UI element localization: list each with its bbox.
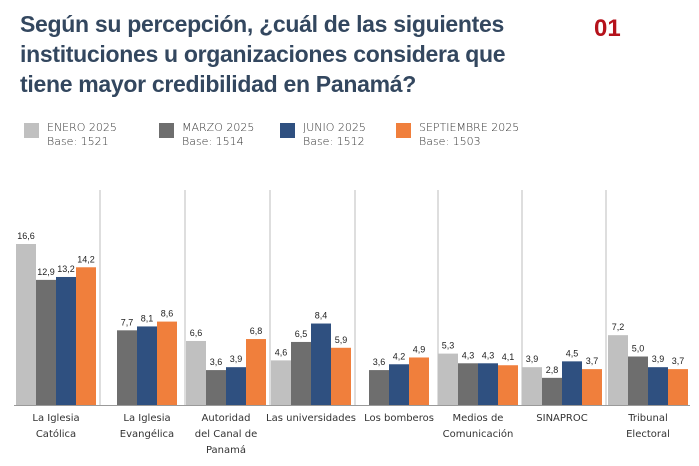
bar — [76, 267, 96, 405]
bar — [648, 367, 668, 405]
category-label: del Canal de — [195, 429, 258, 440]
bar — [186, 340, 206, 405]
bar — [56, 276, 76, 405]
bar-value-label: 6,5 — [295, 329, 308, 339]
bar-value-label: 7,7 — [121, 317, 134, 327]
category-label: Las universidades — [266, 413, 356, 424]
bar-value-label: 13,2 — [57, 264, 75, 274]
legend-base: Base: 1521 — [47, 135, 109, 148]
legend-swatch — [24, 123, 39, 138]
legend-swatch — [396, 123, 411, 138]
category-label: Panamá — [206, 444, 246, 456]
category-label: Católica — [36, 428, 76, 440]
bar-value-label: 3,7 — [672, 356, 685, 366]
category-label: Medios de — [453, 413, 504, 424]
bar-value-label: 16,6 — [17, 231, 35, 241]
bar-value-label: 6,8 — [250, 326, 263, 336]
bar — [438, 353, 458, 405]
legend-item-marzo: MARZO 2025 Base: 1514 — [159, 121, 254, 149]
bar — [542, 377, 562, 405]
category-label: Comunicación — [443, 428, 514, 440]
bar — [608, 335, 628, 405]
bar-value-label: 5,3 — [442, 341, 455, 351]
bar — [562, 361, 582, 405]
bar-value-label: 3,7 — [586, 356, 599, 366]
bar-value-label: 3,6 — [210, 357, 223, 367]
bar-value-label: 3,9 — [652, 354, 665, 364]
legend-label: JUNIO 2025 — [303, 121, 366, 134]
bar — [291, 341, 311, 405]
bar-value-label: 12,9 — [37, 267, 55, 277]
chart-number: 01 — [594, 15, 621, 42]
bar-value-label: 4,2 — [393, 351, 406, 361]
bar-value-label: 14,2 — [77, 254, 95, 264]
bar — [16, 244, 36, 405]
bar-value-label: 5,9 — [335, 335, 348, 345]
bar — [271, 360, 291, 405]
bar — [157, 321, 177, 405]
bar — [409, 357, 429, 405]
legend-base: Base: 1512 — [303, 135, 365, 148]
category-label: Electoral — [626, 429, 670, 440]
bar-value-label: 4,3 — [482, 350, 495, 360]
category-label: Tribunal — [627, 413, 667, 424]
legend-swatch — [280, 123, 295, 138]
category-label: Los bomberos — [364, 413, 434, 424]
bar — [246, 339, 266, 405]
bar — [137, 326, 157, 405]
bar — [206, 370, 226, 405]
category-label: La Iglesia — [32, 413, 79, 424]
bar — [582, 369, 602, 405]
category-label: SINAPROC — [536, 413, 587, 424]
bar-value-label: 4,5 — [566, 348, 579, 358]
chart-title: Según su percepción, ¿cuál de las siguie… — [20, 11, 506, 97]
legend-label: ENERO 2025 — [47, 121, 117, 134]
bar-value-label: 8,6 — [161, 309, 174, 319]
bar-value-label: 7,2 — [612, 322, 625, 332]
bar — [522, 367, 542, 405]
bar — [478, 363, 498, 405]
bar-value-label: 3,6 — [373, 357, 386, 367]
legend-swatch — [159, 123, 174, 138]
bar-value-label: 8,1 — [141, 313, 154, 323]
bar-value-label: 8,4 — [315, 311, 328, 321]
bar-value-label: 2,8 — [546, 365, 559, 375]
bar — [311, 323, 331, 405]
bar-value-label: 4,6 — [275, 347, 288, 357]
legend-label: SEPTIEMBRE 2025 — [419, 121, 520, 134]
legend-base: Base: 1514 — [182, 135, 244, 148]
bar — [498, 365, 518, 405]
bar-value-label: 4,9 — [413, 344, 426, 354]
category-label: Evangélica — [120, 428, 174, 440]
legend-item-septiembre: SEPTIEMBRE 2025 Base: 1503 — [396, 121, 519, 149]
bar-value-label: 4,1 — [502, 352, 515, 362]
bar — [226, 367, 246, 405]
bar-value-label: 3,9 — [230, 354, 243, 364]
legend-label: MARZO 2025 — [182, 121, 255, 134]
bar — [458, 363, 478, 405]
bar — [628, 356, 648, 405]
bar — [668, 369, 688, 405]
bar-value-label: 3,9 — [526, 354, 539, 364]
bar-value-label: 4,3 — [462, 350, 475, 360]
bar — [369, 370, 389, 405]
category-label: Autoridad — [202, 413, 251, 424]
legend-item-junio: JUNIO 2025 Base: 1512 — [280, 121, 366, 149]
bar-value-label: 6,6 — [190, 328, 203, 338]
legend-item-enero: ENERO 2025 Base: 1521 — [24, 121, 117, 149]
bar — [36, 279, 56, 405]
bar — [331, 347, 351, 405]
bar — [117, 330, 137, 405]
legend-base: Base: 1503 — [419, 135, 481, 148]
bar — [389, 364, 409, 405]
bar-value-label: 5,0 — [632, 344, 645, 354]
category-label: La Iglesia — [123, 413, 170, 424]
